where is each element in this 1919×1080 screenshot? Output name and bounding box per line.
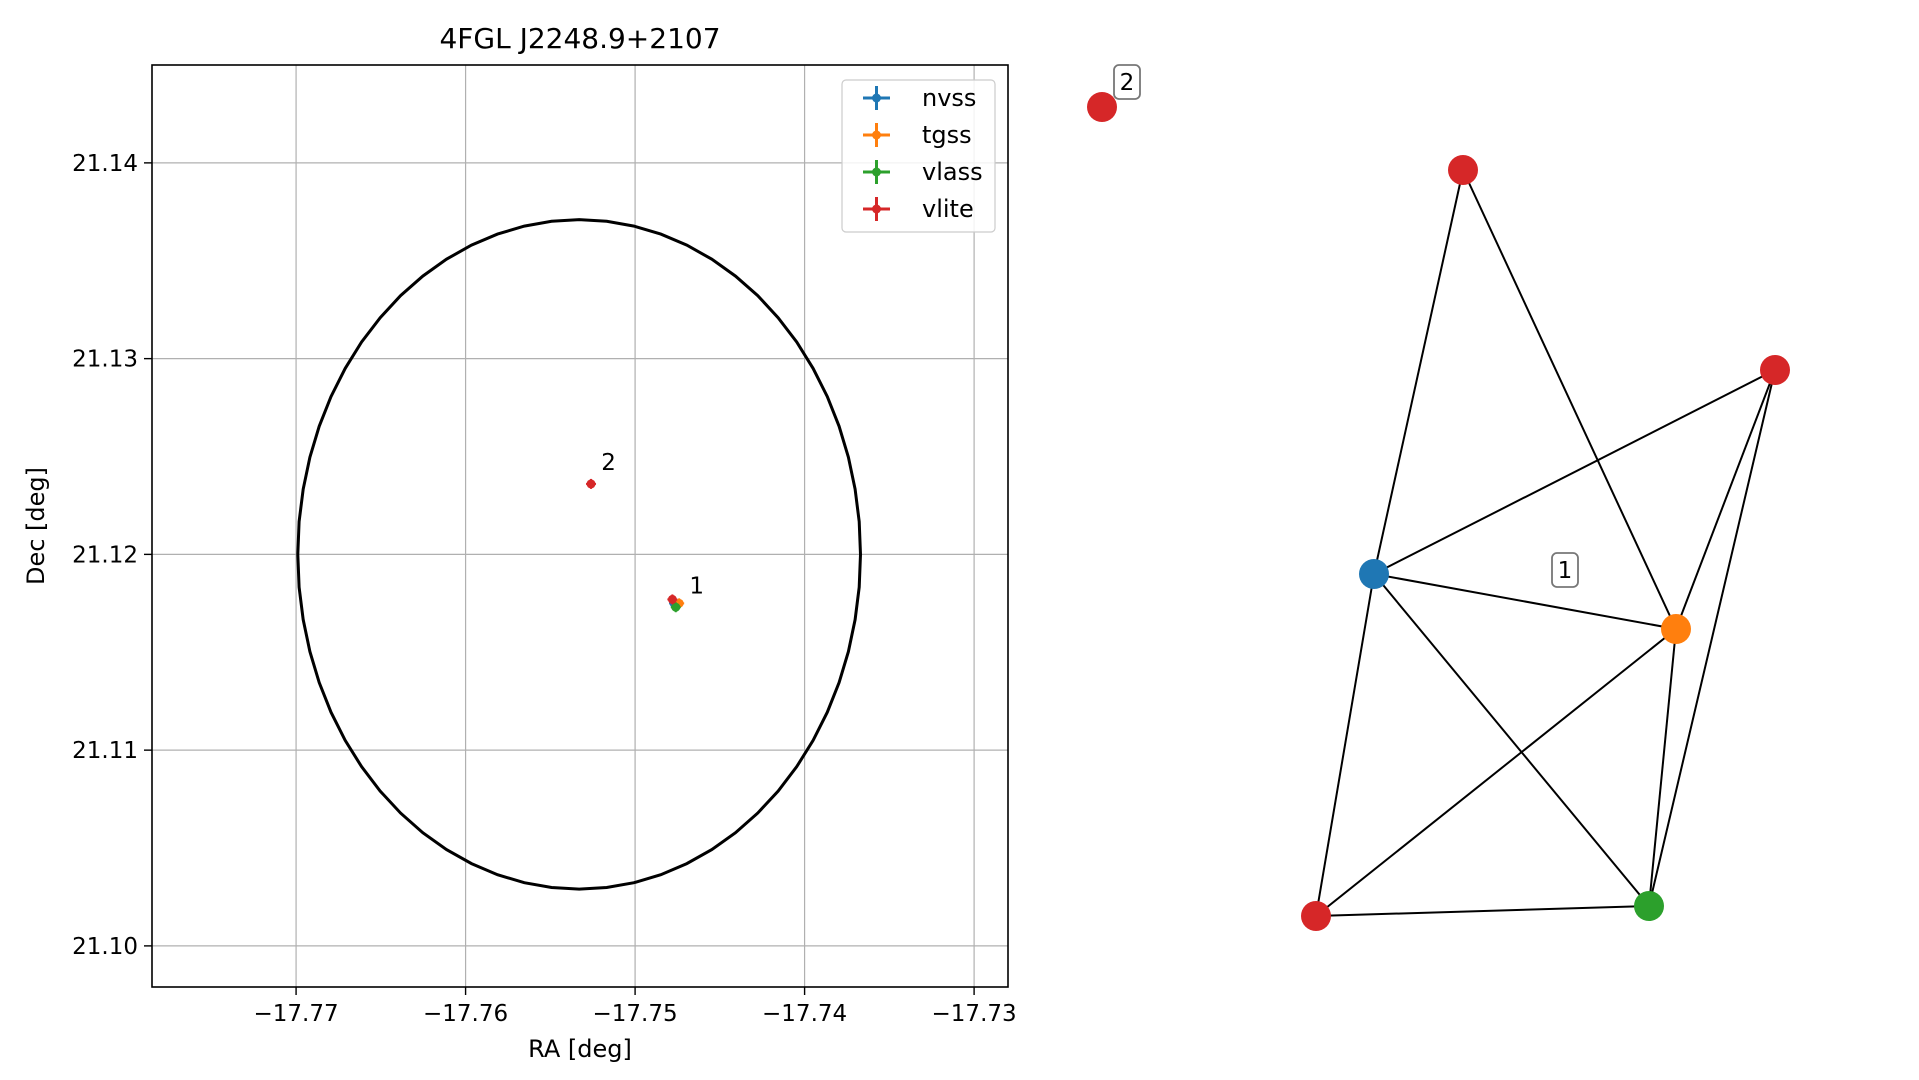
x-tick-label: −17.73 <box>932 1001 1017 1027</box>
graph-edge <box>1373 369 1776 575</box>
graph-node-vlite_a <box>1448 155 1478 185</box>
group-label-text: 1 <box>1558 558 1573 584</box>
graph-edge <box>1315 905 1650 917</box>
graph-node-vlite_2 <box>1087 92 1117 122</box>
graph-edge <box>1648 369 1776 907</box>
legend-label-vlass: vlass <box>922 158 983 186</box>
node-label-text: 2 <box>1120 70 1135 96</box>
graph-node-vlass <box>1634 891 1664 921</box>
data-points <box>586 478 685 613</box>
x-tick-label: −17.75 <box>593 1001 678 1027</box>
plot-frame <box>151 64 1009 988</box>
group-label: 1 <box>1551 552 1579 588</box>
x-tick-label: −17.74 <box>762 1001 847 1027</box>
point-annotation: 1 <box>689 574 704 600</box>
legend-marker-dot <box>872 93 881 103</box>
legend-label-nvss: nvss <box>922 84 976 112</box>
legend-label-vlite: vlite <box>922 195 974 223</box>
x-axis-ticks: −17.77 −17.76 −17.75 −17.74 −17.73 <box>254 987 1017 1027</box>
vlite-point <box>586 479 596 489</box>
vlite-point <box>667 594 677 604</box>
legend-marker-dot <box>872 167 881 177</box>
point-annotation: 2 <box>601 450 616 476</box>
graph-edge <box>1462 169 1677 630</box>
x-axis-label: RA [deg] <box>528 1035 632 1063</box>
y-axis-ticks: 21.10 21.11 21.12 21.13 21.14 <box>72 151 152 960</box>
y-tick-label: 21.10 <box>72 934 138 960</box>
vlass-point <box>671 602 681 612</box>
chart-title: 4FGL J2248.9+2107 <box>439 22 720 55</box>
graph-edge <box>1373 573 1677 630</box>
graph-node-nvss <box>1359 559 1389 589</box>
y-tick-label: 21.14 <box>72 151 138 177</box>
graph-node-vlite_b <box>1760 355 1790 385</box>
graph-node-vlite_c <box>1301 901 1331 931</box>
legend: nvss tgss vlass vlite <box>841 79 996 233</box>
graph-edge <box>1315 628 1677 917</box>
graph-edge <box>1675 369 1776 630</box>
association-graph: 21 <box>1087 64 1790 931</box>
node-label: 2 <box>1113 64 1141 100</box>
x-tick-label: −17.77 <box>254 1001 339 1027</box>
graph-node-tgss <box>1661 614 1691 644</box>
graph-edge <box>1373 573 1650 907</box>
graph-edge <box>1315 573 1375 917</box>
legend-items: nvss tgss vlass vlite <box>863 84 983 223</box>
legend-box <box>841 79 996 233</box>
ellipse-outline <box>296 218 863 891</box>
y-tick-label: 21.11 <box>72 738 138 764</box>
annotations: 12 <box>601 450 704 599</box>
y-tick-label: 21.13 <box>72 347 138 373</box>
y-tick-label: 21.12 <box>72 542 138 568</box>
graph-nodes <box>1087 92 1790 931</box>
y-axis-label: Dec [deg] <box>22 467 50 585</box>
graph-labels: 21 <box>1113 64 1579 588</box>
graph-edges <box>1315 169 1776 917</box>
graph-edge <box>1648 628 1677 907</box>
node-label-box <box>1113 64 1141 100</box>
legend-marker-dot <box>872 204 881 214</box>
uncertainty-ellipse <box>296 218 863 891</box>
legend-marker-dot <box>872 130 881 140</box>
legend-label-tgss: tgss <box>922 121 972 149</box>
group-label-box <box>1551 552 1579 588</box>
x-tick-label: −17.76 <box>423 1001 508 1027</box>
graph-edge <box>1373 169 1464 575</box>
sky-position-chart: 4FGL J2248.9+2107 12 −17.77 −17.76 −17.75−… <box>22 22 1017 1063</box>
